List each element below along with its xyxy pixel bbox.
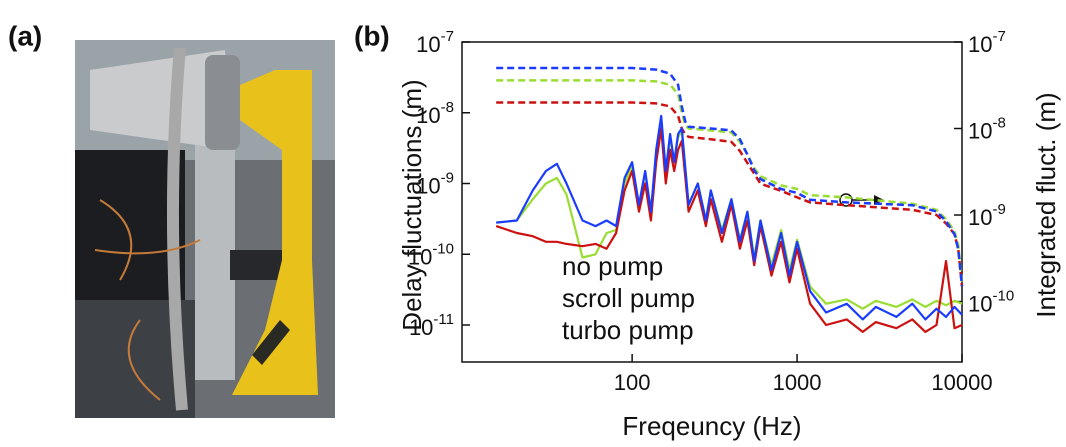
tick-exponent: -9 xyxy=(992,201,1005,218)
integrated-line xyxy=(496,101,964,287)
y-axis-label: Delay fluctuations (m) xyxy=(397,79,427,330)
tick-exponent: -9 xyxy=(441,169,454,186)
tick-base: 10 xyxy=(416,32,440,57)
legend-label: scroll pump xyxy=(562,283,695,313)
panel-label: (b) xyxy=(354,20,390,51)
x-tick-label: 10000 xyxy=(931,370,992,395)
tick-label: 10-10 xyxy=(408,240,454,269)
tick-base: 10 xyxy=(968,205,992,230)
tick-base: 10 xyxy=(409,315,433,340)
x-tick-label: 100 xyxy=(614,370,651,395)
tick-base: 10 xyxy=(968,291,992,316)
tick-label: 10-7 xyxy=(968,28,1006,57)
photo xyxy=(75,40,335,418)
tick-exponent: -10 xyxy=(992,288,1014,305)
tick-base: 10 xyxy=(416,103,440,128)
integrated-line xyxy=(496,66,964,287)
tick-base: 10 xyxy=(416,173,440,198)
panel-label: (a) xyxy=(8,20,42,51)
tick-label: 10-7 xyxy=(416,28,454,57)
photo-chamber xyxy=(90,50,232,150)
photo-cables xyxy=(94,199,201,401)
tick-exponent: -10 xyxy=(432,240,454,257)
tick-label: 10-10 xyxy=(968,288,1014,317)
tick-exponent: -11 xyxy=(433,311,454,328)
y2-axis-label: Integrated fluct. (m) xyxy=(1031,92,1061,317)
tick-base: 10 xyxy=(968,32,992,57)
legend-label: turbo pump xyxy=(562,315,694,345)
photo-shadow xyxy=(252,320,290,365)
photo-flange xyxy=(205,55,240,150)
photo-post xyxy=(232,70,318,395)
photo-frame xyxy=(195,140,235,380)
tick-label: 10-8 xyxy=(968,114,1006,143)
tick-label: 10-9 xyxy=(416,169,454,198)
tick-base: 10 xyxy=(408,244,432,269)
photo-hose xyxy=(166,47,188,411)
tick-base: 10 xyxy=(968,118,992,143)
tick-label: 10-8 xyxy=(416,99,454,128)
x-axis-label: Freqeuncy (Hz) xyxy=(622,411,801,441)
photo-rack xyxy=(75,150,185,300)
tick-label: 10-9 xyxy=(968,201,1006,230)
spectrum-line xyxy=(495,127,963,333)
tick-exponent: -7 xyxy=(441,28,454,45)
x-tick-label: 1000 xyxy=(773,370,822,395)
spectrum-line xyxy=(496,114,963,321)
tick-exponent: -7 xyxy=(992,28,1005,45)
legend-label: no pump xyxy=(562,251,663,281)
tick-exponent: -8 xyxy=(992,114,1005,131)
tick-exponent: -8 xyxy=(441,99,454,116)
plot-frame xyxy=(461,41,963,363)
tick-label: 10-11 xyxy=(409,311,454,340)
